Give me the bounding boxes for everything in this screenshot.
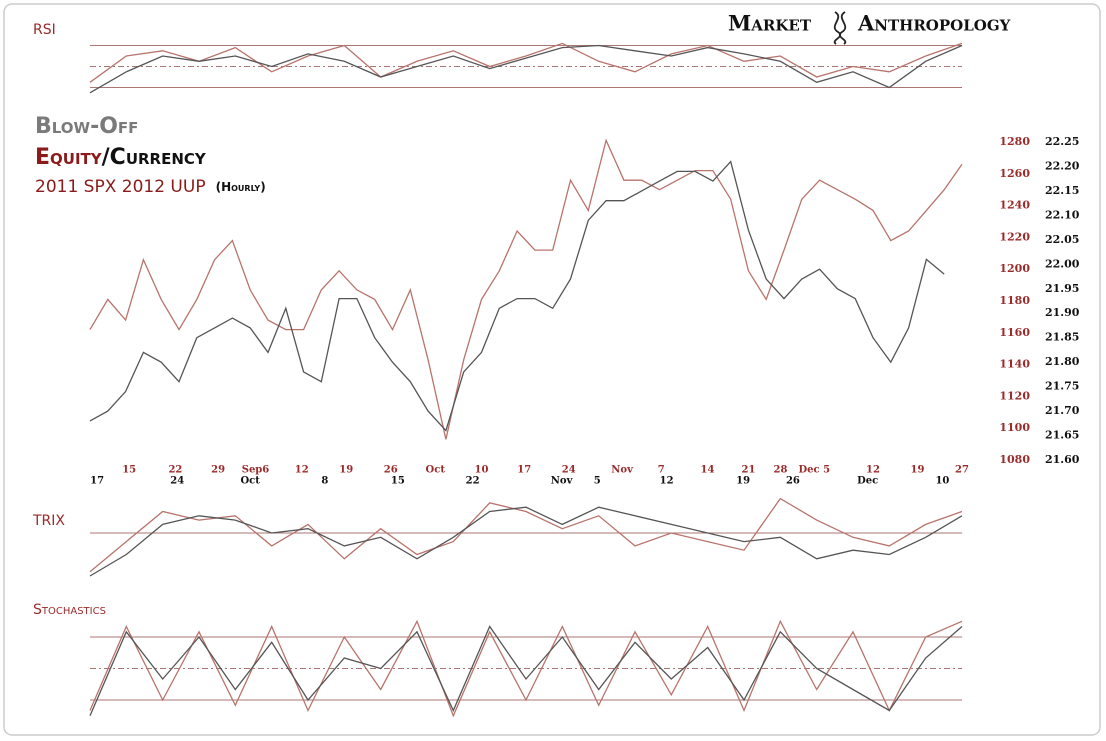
x-tick-label: 19 [736, 476, 750, 487]
series-line [89, 619, 963, 718]
title: Blow-Off [35, 114, 138, 139]
y2-tick-label: 22.15 [1045, 184, 1079, 197]
y-tick-label: 1260 [999, 167, 1030, 180]
x-tick-label: 26 [384, 465, 398, 476]
x-tick-label: 15 [122, 465, 136, 476]
panel-title: RSI [33, 22, 56, 38]
y2-tick-label: 21.80 [1045, 355, 1080, 368]
y2-tick-label: 21.70 [1045, 404, 1080, 417]
x-tick-label: 10 [475, 465, 489, 476]
brand: Anthropology [857, 11, 1011, 36]
series-line [89, 138, 963, 440]
x-tick-label: 12 [295, 465, 309, 476]
x-tick-label: 12 [660, 476, 674, 487]
y-tick-label: 1160 [999, 326, 1030, 339]
y-tick-label: 1120 [999, 389, 1030, 402]
x-tick-label: Oct [240, 476, 260, 487]
y2-tick-label: 21.65 [1045, 429, 1079, 442]
x-tick-label: 27 [955, 465, 969, 476]
x-tick-label: 15 [391, 476, 405, 487]
x-tick-label: 8 [321, 476, 328, 487]
y-tick-label: 1220 [999, 230, 1030, 243]
x-tick-label: 5 [594, 476, 601, 487]
x-tick-label: 22 [466, 476, 480, 487]
series-line [89, 160, 945, 432]
x-tick-label: 17 [517, 465, 531, 476]
series-line [89, 497, 963, 573]
x-tick-label: Dec [857, 476, 878, 487]
x-tick-label: 19 [339, 465, 353, 476]
y-tick-label: 1100 [999, 421, 1030, 434]
x-tick-label: 22 [168, 465, 182, 476]
x-tick-label: 24 [562, 465, 576, 476]
note: 2011 SPX 2012 UUP (Hourly) [35, 177, 266, 197]
x-tick-label: Nov [551, 476, 574, 487]
x-tick-label: 7 [658, 465, 665, 476]
y-tick-label: 1280 [999, 135, 1030, 148]
series-line [89, 42, 963, 83]
y2-tick-label: 21.60 [1045, 453, 1080, 466]
y2-tick-label: 22.00 [1045, 257, 1080, 270]
note-text: 2011 SPX 2012 UUP [35, 177, 206, 197]
subtitle-part: Equity [35, 145, 103, 170]
y2-tick-label: 22.10 [1045, 208, 1080, 221]
series-line [89, 506, 963, 577]
y2-tick-label: 22.25 [1045, 135, 1079, 148]
y2-tick-label: 22.20 [1045, 159, 1080, 172]
y2-tick-label: 21.85 [1045, 331, 1079, 344]
interval: (Hourly) [216, 180, 266, 194]
x-tick-label: 28 [774, 465, 788, 476]
y-tick-label: 1240 [999, 199, 1030, 212]
y2-tick-label: 22.05 [1045, 233, 1079, 246]
logo-icon [833, 11, 847, 45]
x-tick-label: Oct [426, 465, 446, 476]
x-tick-label: Sep6 [242, 465, 270, 476]
frame [3, 3, 1101, 736]
series-line [89, 625, 963, 717]
panel-title: Stochastics [33, 602, 106, 618]
x-tick-label: 26 [786, 476, 800, 487]
x-tick-label: 24 [170, 476, 184, 487]
y2-tick-label: 21.95 [1045, 282, 1079, 295]
x-tick-label: 29 [211, 465, 225, 476]
x-tick-label: 17 [90, 476, 104, 487]
y-tick-label: 1140 [999, 358, 1030, 371]
x-tick-label: 14 [701, 465, 715, 476]
x-tick-label: Nov [611, 465, 634, 476]
y-tick-label: 1080 [999, 453, 1030, 466]
x-tick-label: 10 [935, 476, 949, 487]
y2-tick-label: 21.75 [1045, 380, 1079, 393]
x-tick-label: 19 [911, 465, 925, 476]
y2-tick-label: 21.90 [1045, 306, 1080, 319]
subtitle: Equity/Currency [35, 145, 207, 170]
x-tick-label: 21 [741, 465, 755, 476]
brand: Market [728, 11, 812, 36]
y-tick-label: 1200 [999, 262, 1030, 275]
y-tick-label: 1180 [999, 294, 1030, 307]
panel-title: TRIX [32, 513, 65, 529]
x-tick-label: Dec 5 [799, 465, 831, 476]
series-line [89, 44, 963, 94]
subtitle-part: /Currency [102, 145, 207, 170]
x-tick-label: 12 [866, 465, 880, 476]
